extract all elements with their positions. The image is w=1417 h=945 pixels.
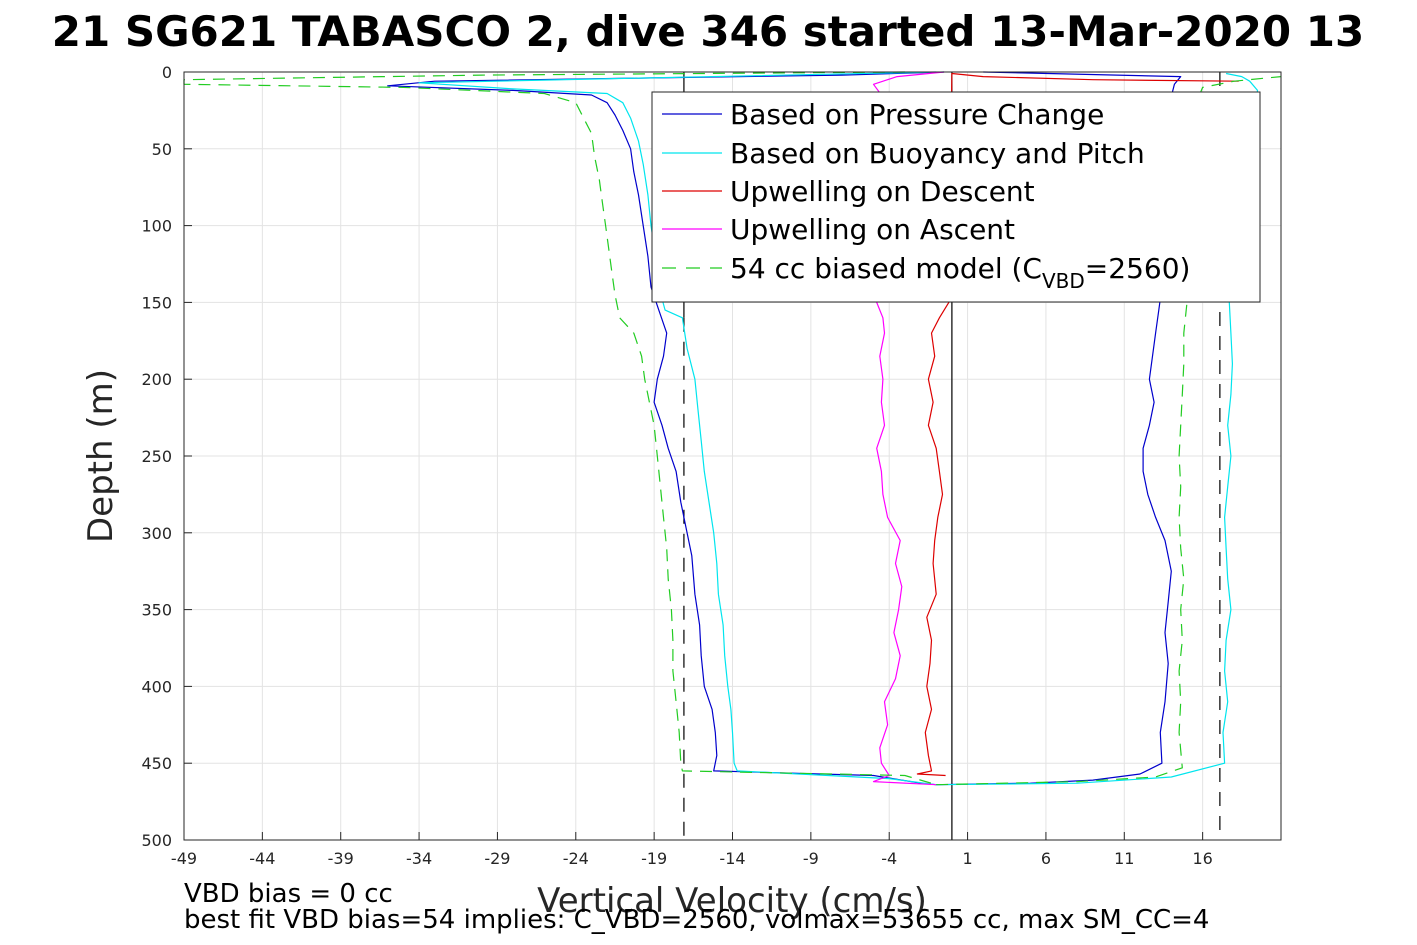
annotation-best-fit: best fit VBD bias=54 implies: C_VBD=2560…: [184, 905, 1209, 935]
x-tick-label: 11: [1114, 849, 1134, 868]
y-tick-label: 0: [162, 63, 172, 82]
x-tick-label: -14: [719, 849, 745, 868]
legend: Based on Pressure Change Based on Buoyan…: [651, 91, 1261, 303]
legend-box: [651, 91, 1261, 303]
x-tick-label: -49: [171, 849, 197, 868]
y-axis-label: Depth (m): [81, 369, 121, 543]
chart-title: 21 SG621 TABASCO 2, dive 346 started 13-…: [52, 7, 1364, 56]
y-tick-label: 200: [141, 370, 172, 389]
x-axis-label: Vertical Velocity (cm/s): [537, 881, 927, 921]
annotation-vbd-bias: VBD bias = 0 cc: [184, 879, 393, 909]
x-tick-labels: -49 -44 -39 -34 -29 -24 -19 -14 -9 -4 1 6 11 16: [171, 849, 1213, 868]
legend-label-biased-model-main: 54 cc biased model (C: [730, 252, 1042, 285]
legend-label-upwelling-descent: Upwelling on Descent: [730, 175, 1035, 208]
x-tick-label: -19: [641, 849, 667, 868]
y-tick-label: 500: [141, 831, 172, 850]
y-tick-label: 150: [141, 293, 172, 312]
x-tick-label: -29: [484, 849, 510, 868]
legend-label-buoyancy-pitch: Based on Buoyancy and Pitch: [730, 137, 1145, 170]
series-line-0: [387, 71, 945, 786]
legend-label-biased-model: 54 cc biased model (CVBD=2560): [730, 252, 1190, 293]
x-tick-label: 1: [962, 849, 972, 868]
legend-label-upwelling-ascent: Upwelling on Ascent: [730, 213, 1015, 246]
plot-frame: [183, 71, 1282, 841]
y-tick-label: 450: [141, 754, 172, 773]
x-tick-label: 16: [1192, 849, 1212, 868]
y-tick-labels: 0 50 100 150 200 250 300 350 400 450 500: [141, 63, 172, 850]
series-line-4: [916, 72, 1239, 777]
series-line-2: [418, 71, 937, 786]
legend-label-biased-model-end: =2560): [1085, 252, 1191, 285]
series-line-6: [183, 71, 937, 786]
y-tick-label: 400: [141, 677, 172, 696]
legend-label-biased-model-sub: VBD: [1042, 269, 1085, 293]
x-tick-label: 6: [1041, 849, 1051, 868]
x-tick-label: -9: [803, 849, 819, 868]
x-tick-label: -44: [249, 849, 275, 868]
y-tick-label: 100: [141, 217, 172, 236]
y-tick-label: 50: [152, 140, 172, 159]
x-tick-label: -4: [881, 849, 897, 868]
x-tick-label: -24: [563, 849, 589, 868]
y-tick-label: 300: [141, 524, 172, 543]
x-tick-label: -39: [328, 849, 354, 868]
legend-label-pressure-change: Based on Pressure Change: [730, 98, 1104, 131]
x-tick-label: -34: [406, 849, 432, 868]
y-tick-label: 350: [141, 601, 172, 620]
y-tick-label: 250: [141, 447, 172, 466]
